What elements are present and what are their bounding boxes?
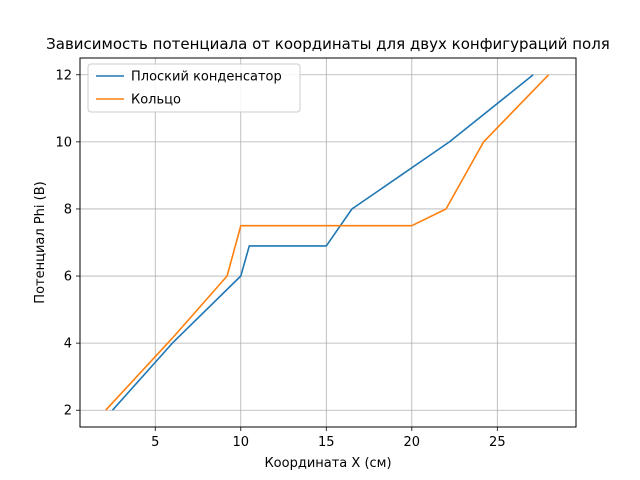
- x-tick-label: 10: [232, 435, 249, 450]
- grid: [80, 58, 576, 427]
- x-tick-label: 20: [404, 435, 421, 450]
- legend: Плоский конденсатор Кольцо: [87, 63, 301, 113]
- legend-label-2: Кольцо: [131, 93, 181, 108]
- y-tick-label: 8: [64, 202, 72, 217]
- ticks: 5 10 15 20 25 2 4 6 8 10 12: [55, 68, 505, 450]
- x-tick-label: 25: [489, 435, 506, 450]
- series-line-1: [111, 74, 534, 411]
- y-tick-label: 4: [64, 337, 72, 352]
- y-tick-label: 12: [55, 68, 72, 83]
- legend-items: Плоский конденсатор Кольцо: [96, 70, 282, 108]
- legend-label-1: Плоский конденсатор: [131, 70, 282, 85]
- y-tick-label: 6: [64, 270, 72, 285]
- series-lines: [105, 74, 550, 411]
- plot-frame: [79, 57, 577, 428]
- legend-box: [87, 63, 301, 113]
- x-tick-label: 5: [151, 435, 159, 450]
- y-tick-label: 2: [64, 404, 72, 419]
- y-axis-label: Потенциал Phi (В): [33, 181, 48, 303]
- series-line-2: [105, 74, 550, 411]
- y-tick-label: 10: [55, 135, 72, 150]
- x-axis-label: Координата X (см): [264, 456, 391, 471]
- chart-title: Зависимость потенциала от координаты для…: [46, 35, 610, 53]
- x-tick-label: 15: [318, 435, 335, 450]
